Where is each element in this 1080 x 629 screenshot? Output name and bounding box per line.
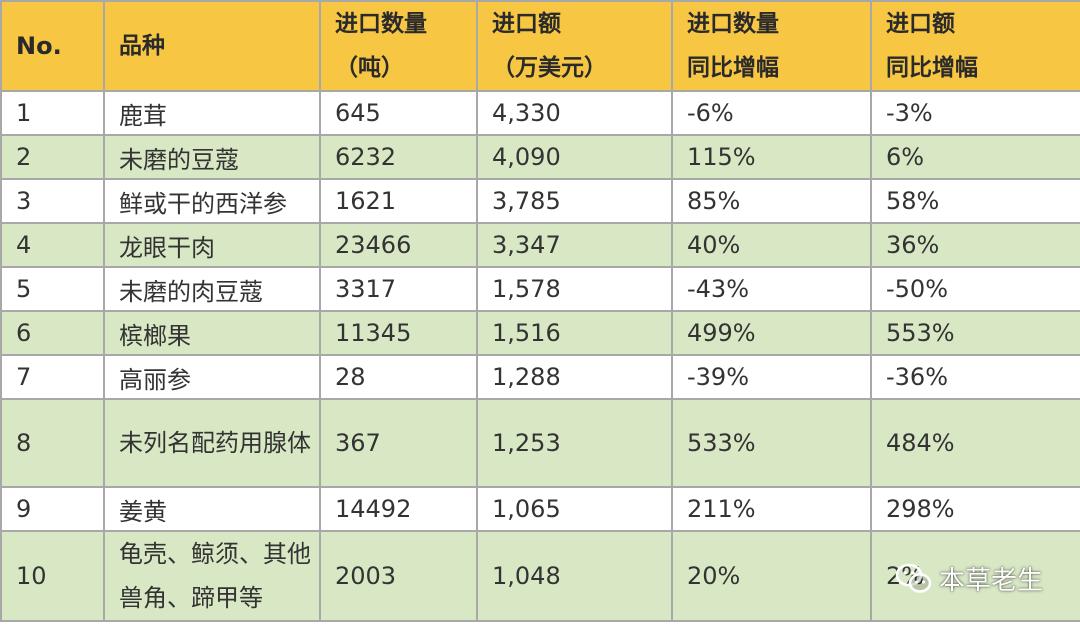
cell-no: 7 [0,354,105,400]
table-row: 4 龙眼干肉 23466 3,347 40% 36% [0,222,1080,268]
cell-variety: 高丽参 [103,354,321,400]
cell-amount-yoy: -3% [870,90,1080,136]
header-variety: 品种 [103,0,321,92]
cell-qty-yoy: -43% [671,266,872,312]
cell-no: 8 [0,398,105,488]
header-no: No. [0,0,105,92]
cell-variety: 龟壳、鲸须、其他兽角、蹄甲等 [103,530,321,622]
cell-variety: 龙眼干肉 [103,222,321,268]
cell-qty: 23466 [319,222,478,268]
watermark: 本草老生 [895,560,1043,597]
header-qty-yoy-line1: 进口数量 [687,11,779,37]
table-row: 5 未磨的肉豆蔻 3317 1,578 -43% -50% [0,266,1080,312]
cell-amount-yoy: -50% [870,266,1080,312]
cell-amount: 1,253 [476,398,673,488]
cell-qty-yoy: 115% [671,134,872,180]
cell-qty-yoy: 40% [671,222,872,268]
cell-qty-yoy: -6% [671,90,872,136]
cell-qty: 6232 [319,134,478,180]
cell-variety: 槟榔果 [103,310,321,356]
table-row: 10 龟壳、鲸须、其他兽角、蹄甲等 2003 1,048 20% 2% [0,530,1080,622]
cell-amount: 1,288 [476,354,673,400]
cell-variety: 未磨的豆蔻 [103,134,321,180]
cell-variety: 鲜或干的西洋参 [103,178,321,224]
cell-qty: 14492 [319,486,478,532]
header-amount-yoy-line1: 进口额 [886,11,955,37]
cell-no: 6 [0,310,105,356]
header-qty-yoy-line2: 同比增幅 [687,55,779,81]
cell-no: 3 [0,178,105,224]
cell-no: 2 [0,134,105,180]
cell-amount: 1,516 [476,310,673,356]
cell-variety: 未列名配药用腺体 [103,398,321,488]
header-amount-line1: 进口额 [492,11,561,37]
cell-qty: 11345 [319,310,478,356]
cell-amount-yoy: 484% [870,398,1080,488]
cell-amount-yoy: 2% [870,530,1080,622]
header-qty-yoy: 进口数量 同比增幅 [671,0,872,92]
cell-amount-yoy: -36% [870,354,1080,400]
cell-qty: 1621 [319,178,478,224]
table-row: 1 鹿茸 645 4,330 -6% -3% [0,90,1080,136]
cell-amount: 4,090 [476,134,673,180]
cell-qty: 28 [319,354,478,400]
cell-qty: 367 [319,398,478,488]
cell-qty-yoy: 85% [671,178,872,224]
cell-amount-yoy: 36% [870,222,1080,268]
cell-qty-yoy: 499% [671,310,872,356]
cell-qty-yoy: -39% [671,354,872,400]
cell-qty: 2003 [319,530,478,622]
header-qty-line2: （吨） [335,55,404,81]
table-row: 9 姜黄 14492 1,065 211% 298% [0,486,1080,532]
header-qty-line1: 进口数量 [335,11,427,37]
cell-amount-yoy: 6% [870,134,1080,180]
cell-no: 4 [0,222,105,268]
header-row: No. 品种 进口数量 （吨） 进口额 （万美元） 进口数量 同比增幅 进口额 … [0,0,1080,92]
cell-qty: 645 [319,90,478,136]
table-row: 3 鲜或干的西洋参 1621 3,785 85% 58% [0,178,1080,224]
table-row: 7 高丽参 28 1,288 -39% -36% [0,354,1080,400]
cell-no: 5 [0,266,105,312]
header-amount-yoy: 进口额 同比增幅 [870,0,1080,92]
watermark-text: 本草老生 [939,566,1044,596]
cell-variety: 姜黄 [103,486,321,532]
cell-amount: 4,330 [476,90,673,136]
cell-variety: 鹿茸 [103,90,321,136]
cell-qty-yoy: 20% [671,530,872,622]
cell-amount-yoy: 58% [870,178,1080,224]
cell-amount-yoy: 298% [870,486,1080,532]
header-amount-line2: （万美元） [492,55,607,81]
cell-amount-yoy: 553% [870,310,1080,356]
cell-amount: 3,347 [476,222,673,268]
cell-qty-yoy: 533% [671,398,872,488]
header-amount-yoy-line2: 同比增幅 [886,55,978,81]
header-amount: 进口额 （万美元） [476,0,673,92]
cell-qty: 3317 [319,266,478,312]
cell-amount: 1,065 [476,486,673,532]
cell-amount: 1,578 [476,266,673,312]
wechat-icon [895,563,932,593]
cell-no: 10 [0,530,105,622]
cell-amount: 1,048 [476,530,673,622]
cell-amount: 3,785 [476,178,673,224]
header-qty: 进口数量 （吨） [319,0,478,92]
cell-qty-yoy: 211% [671,486,872,532]
cell-no: 1 [0,90,105,136]
table-row: 6 槟榔果 11345 1,516 499% 553% [0,310,1080,356]
table-row: 8 未列名配药用腺体 367 1,253 533% 484% [0,398,1080,488]
cell-variety: 未磨的肉豆蔻 [103,266,321,312]
cell-no: 9 [0,486,105,532]
table-row: 2 未磨的豆蔻 6232 4,090 115% 6% [0,134,1080,180]
